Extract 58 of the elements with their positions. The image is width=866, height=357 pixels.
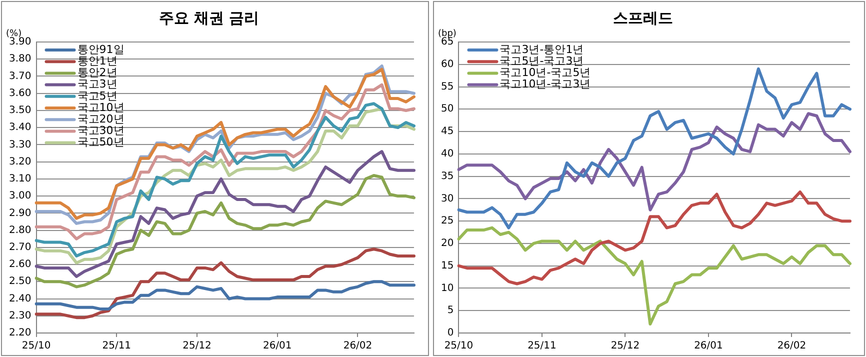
y-tick-label: 55 xyxy=(440,81,454,92)
y-tick-label: 40 xyxy=(440,148,454,160)
y-tick-label: 2.20 xyxy=(9,328,32,339)
y-tick-label: 3.30 xyxy=(9,139,32,150)
y-tick-label: 3.50 xyxy=(9,105,32,116)
y-tick-label: 3.40 xyxy=(9,122,32,134)
legend-label: 국고3년 xyxy=(77,78,118,91)
x-tick-label: 25/10 xyxy=(22,340,51,352)
y-tick-label: 3.70 xyxy=(9,70,32,82)
y-tick-label: 25 xyxy=(440,216,454,227)
legend-label: 국고10년-국고5년 xyxy=(500,66,591,80)
y-tick-label: 0 xyxy=(447,328,454,339)
y-tick-label: 10 xyxy=(440,282,454,294)
y-tick-label: 35 xyxy=(440,170,454,182)
x-tick-label: 26/01 xyxy=(262,340,292,352)
x-tick-label: 26/02 xyxy=(777,340,806,352)
y-axis-title: (bp) xyxy=(438,28,456,39)
y-tick-label: 3.60 xyxy=(9,88,32,99)
y-tick-label: 3.90 xyxy=(9,36,32,48)
y-tick-label: 2.50 xyxy=(9,276,32,288)
x-tick-label: 25/11 xyxy=(102,340,132,352)
y-tick-label: 3.20 xyxy=(9,156,32,168)
y-tick-label: 20 xyxy=(440,238,454,250)
legend-label: 국고10년 xyxy=(77,100,124,114)
legend-label: 통안1년 xyxy=(77,54,118,68)
y-tick-label: 65 xyxy=(440,36,454,48)
y-tick-label: 60 xyxy=(440,58,454,70)
x-tick-label: 26/02 xyxy=(343,340,372,352)
chart-title: 주요 채권 금리 xyxy=(158,8,260,27)
x-tick-label: 25/11 xyxy=(528,340,556,352)
y-tick-label: 2.60 xyxy=(9,259,32,270)
x-tick-label: 25/10 xyxy=(444,340,474,352)
y-tick-label: 50 xyxy=(440,104,454,115)
y-tick-label: 2.90 xyxy=(9,208,32,219)
legend-label: 국고5년-국고3년 xyxy=(500,54,584,68)
y-tick-label: 2.30 xyxy=(9,310,32,322)
x-tick-label: 25/12 xyxy=(182,340,212,352)
y-tick-label: 45 xyxy=(440,126,454,138)
y-tick-label: 2.70 xyxy=(9,242,32,254)
y-tick-label: 3.80 xyxy=(9,54,32,65)
y-tick-label: 2.80 xyxy=(9,224,32,236)
x-tick-label: 26/01 xyxy=(694,340,723,352)
legend-label: 국고3년-통안1년 xyxy=(500,42,584,56)
y-tick-label: 15 xyxy=(440,260,454,272)
x-tick-label: 25/12 xyxy=(610,340,640,352)
y-tick-label: 3.00 xyxy=(9,190,32,202)
legend-label: 국고30년 xyxy=(77,124,124,138)
y-tick-label: 5 xyxy=(447,305,454,316)
y-tick-label: 30 xyxy=(440,193,454,204)
legend-label: 국고10년-국고3년 xyxy=(500,78,591,91)
y-tick-label: 3.10 xyxy=(9,174,32,185)
legend-label: 국고5년 xyxy=(77,89,118,102)
legend-label: 통안2년 xyxy=(77,66,118,80)
y-tick-label: 2.40 xyxy=(9,293,32,304)
legend-label: 국고50년 xyxy=(77,136,124,149)
legend-label: 통안91일 xyxy=(77,42,124,56)
chart-title: 스프레드 xyxy=(613,8,673,27)
legend-label: 국고20년 xyxy=(77,112,124,126)
